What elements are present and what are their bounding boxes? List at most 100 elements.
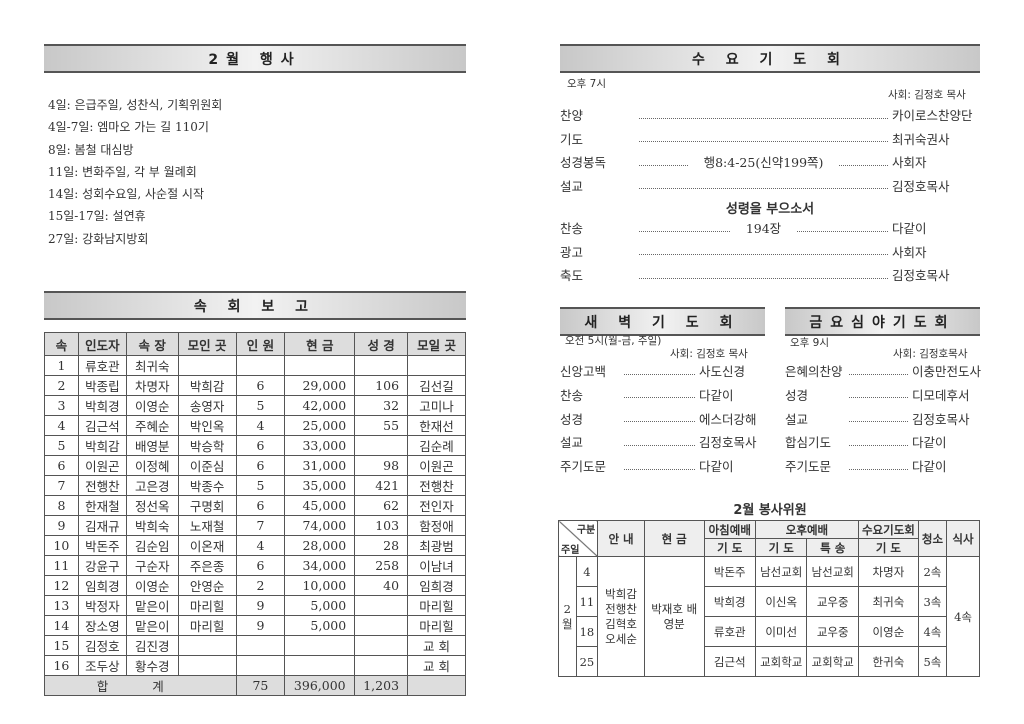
dawn-item: 찬송 다같이 [560,383,764,406]
item-value: 이충만전도사 [912,364,982,379]
column-header: 현 금 [284,332,356,356]
column-header: 속 [44,332,79,356]
table-cell: 박승학 [177,435,237,456]
table-cell: 최귀숙 [125,355,179,376]
table-row: 4 김근석 주혜순 박인옥 4 25,000 55 한재선 [44,415,466,436]
wednesday-item: 찬양 카이로스찬양단 [560,103,980,126]
table-cell: 62 [354,495,409,516]
table-row: 25 김근석 교회학교 교회학교 한귀숙 5속 [559,646,980,677]
event-item: 4일-7일: 엠마오 가는 길 110기 [48,120,209,135]
table-cell [235,355,286,376]
table-cell: 마리힐 [407,615,466,636]
table-cell: 마리힐 [177,595,237,616]
table-cell: 42,000 [284,395,356,416]
leader-dots [624,390,695,399]
table-cell: 5 [44,435,79,456]
table-cell: 98 [354,455,409,476]
table-cell: 9 [235,615,286,636]
leader-dots [849,462,908,470]
col-morning: 아침예배 [703,520,756,539]
table-cell: 장소영 [77,615,127,636]
table-cell: 28 [354,535,409,556]
column-header: 성 경 [354,332,409,356]
table-cell: 황수경 [125,655,179,676]
leader-dots [639,224,730,232]
table-cell: 3 [44,395,79,416]
item-label: 은혜의찬양 [785,364,843,379]
table-cell: 4 [44,415,79,436]
money-cell: 박재호 배영분 [643,556,705,677]
table-cell: 교우중 [806,586,859,617]
table-cell [177,635,237,656]
table-row: 11 강윤구 구순자 주은종 6 34,000 258 이남녀 [44,555,466,576]
dawn-item: 설교 김정호목사 [560,430,764,453]
meal-cell: 4속 [946,556,980,677]
table-cell: 류호관 [77,355,127,376]
table-cell: 9 [44,515,79,536]
table-cell [407,355,466,376]
total-empty [407,675,466,696]
table-cell: 3속 [917,586,948,617]
leader-dots [624,414,695,423]
table-cell: 이영순 [125,575,179,596]
item-label: 설교 [785,411,809,427]
event-item: 15일-17일: 설연휴 [48,209,146,224]
table-cell: 정선옥 [125,495,179,516]
table-cell: 박정자 [77,595,127,616]
item-detail: 행8:4-25(신약199쪽) [703,155,824,170]
table-cell: 12 [44,575,79,596]
table-cell: 차명자 [857,556,919,587]
item-label: 주기도문 [560,459,607,475]
item-label: 설교 [560,435,584,451]
table-cell: 6 [235,455,286,476]
table-cell: 4 [235,535,286,556]
leader-dots [624,367,695,375]
table-cell: 박종수 [177,475,237,496]
table-cell: 4속 [917,616,948,647]
table-cell: 임희경 [77,575,127,596]
total-bible: 1,203 [354,675,409,696]
leader-dots [624,438,695,446]
table-cell: 박희숙 [125,515,179,536]
column-header: 속 장 [125,332,179,356]
wednesday-host: 사회: 김정호 목사 [888,89,966,101]
item-label: 찬송 [560,387,584,403]
table-cell: 박희경 [77,395,127,416]
month-cell: 2 월 [558,556,577,677]
table-cell: 전행찬 [407,475,466,496]
gubun-label: 구분 [576,525,596,536]
table-cell: 34,000 [284,555,356,576]
friday-header: 금요심야기도회 [785,307,980,336]
table-row: 10 박돈주 김순임 이온재 4 28,000 28 최광범 [44,535,466,556]
total-money: 396,000 [284,675,356,696]
table-cell [354,615,409,636]
col-wed: 수요기도회 [857,520,919,539]
table-cell [235,655,286,676]
wednesday-time: 오후 7시 [567,78,606,90]
leader-dots [639,111,888,119]
table-cell: 배영분 [125,435,179,456]
table-cell [354,355,409,376]
column-header: 모인 곳 [177,332,237,356]
wednesday-item: 성경봉독 행8:4-25(신약199쪽) 사회자 [560,150,980,173]
table-cell: 주은종 [177,555,237,576]
table-cell: 1 [44,355,79,376]
service-title: 2월 봉사위원 [733,503,807,518]
wednesday-item: 기도 최귀숙권사 [560,127,980,150]
leader-dots [797,224,889,232]
leader-dots [639,181,888,189]
item-label: 성경 [785,387,809,403]
gubun-corner: 구분 주일 [557,520,599,557]
table-cell: 103 [354,515,409,536]
table-cell: 박종립 [77,375,127,396]
leader-dots [849,367,908,375]
table-cell: 김재규 [77,515,127,536]
table-cell: 이미선 [754,616,808,647]
table-cell: 2 [235,575,286,596]
table-cell: 남선교회 [806,556,859,587]
table-cell: 5 [235,475,286,496]
item-label: 찬송 [560,221,584,236]
table-cell: 15 [44,635,79,656]
table-cell: 6 [235,435,286,456]
item-label: 기도 [560,131,584,147]
